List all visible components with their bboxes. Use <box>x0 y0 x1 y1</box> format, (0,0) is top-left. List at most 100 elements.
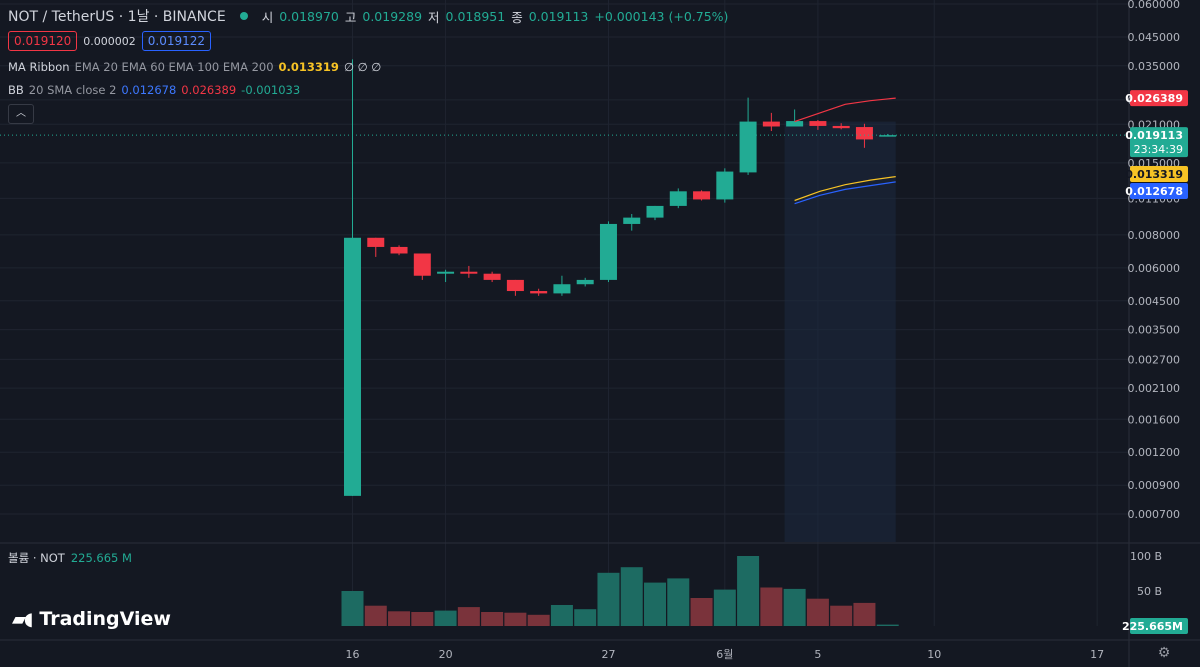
volume-bar <box>783 588 806 626</box>
price-tick-label: 0.002100 <box>1128 382 1181 395</box>
price-tick-label: 0.004500 <box>1128 295 1181 308</box>
volume-marker-bg <box>1130 618 1188 634</box>
bb-basis-line <box>794 181 896 205</box>
volume-bar <box>527 614 550 626</box>
ma-ribbon-params: EMA 20 EMA 60 EMA 100 EMA 200 <box>74 60 274 74</box>
volume-bar <box>457 607 480 626</box>
ema-marker-bg <box>1130 166 1188 182</box>
ma-ribbon-name: MA Ribbon <box>8 60 70 74</box>
volume-bar <box>481 612 504 626</box>
volume-bar <box>597 572 620 626</box>
volume-bar <box>504 612 527 626</box>
bb-basis-marker-bg <box>1130 183 1188 199</box>
bb-lower-value: -0.001033 <box>241 83 301 97</box>
candle-body <box>809 121 827 126</box>
price-tick-label: 0.060000 <box>1128 0 1181 11</box>
candle-body <box>483 273 501 280</box>
sell-button[interactable]: 0.019120 <box>8 31 78 51</box>
candle-body <box>786 121 804 127</box>
settings-gear-icon[interactable]: ⚙ <box>1157 645 1171 661</box>
price-tick-label: 0.000700 <box>1128 508 1181 521</box>
candle-body <box>623 217 641 224</box>
time-tick-label: 27 <box>601 648 615 661</box>
ema-line <box>794 176 896 202</box>
bb-name: BB <box>8 83 24 97</box>
candle-body <box>599 223 617 280</box>
market-status-icon <box>239 12 248 20</box>
bb-upper-marker: 0.026389 <box>1125 92 1183 105</box>
bid-ask-row: 0.019120 0.000002 0.019122 <box>8 31 212 51</box>
brand-name: TradingView <box>39 608 171 630</box>
ma-ribbon-empty-values: ∅ ∅ ∅ <box>343 60 382 74</box>
volume-bar <box>574 609 597 626</box>
ma-ribbon-legend[interactable]: MA Ribbon EMA 20 EMA 60 EMA 100 EMA 200 … <box>8 60 381 74</box>
change-value: +0.000143 (+0.75%) <box>594 8 729 24</box>
open-value: 0.018970 <box>279 8 339 24</box>
last-price-marker: 0.019113 <box>1125 129 1183 142</box>
volume-bar <box>364 605 387 626</box>
bb-forecast-band <box>784 121 896 543</box>
volume-legend[interactable]: 볼륨 · NOT 225.665 M <box>8 550 132 566</box>
high-label: 고 <box>344 9 357 25</box>
bb-basis-value: 0.012678 <box>121 83 177 97</box>
candle-body <box>530 291 548 294</box>
open-label: 시 <box>261 9 274 25</box>
bb-upper-marker-bg <box>1130 90 1188 107</box>
candle-body <box>879 135 897 137</box>
candle-body <box>739 121 757 173</box>
tradingview-logo[interactable]: ▰◖ TradingView <box>12 608 171 630</box>
price-tick-label: 0.001600 <box>1128 413 1181 426</box>
time-tick-label: 10 <box>927 648 941 661</box>
volume-value: 225.665 M <box>70 551 132 565</box>
price-tick-label: 0.035000 <box>1128 60 1181 73</box>
bb-legend[interactable]: BB 20 SMA close 2 0.012678 0.026389 -0.0… <box>8 83 300 97</box>
price-tick-label: 0.001200 <box>1128 446 1181 459</box>
chevron-up-icon: ︿ <box>16 108 26 119</box>
countdown-marker: 23:34:39 <box>1134 143 1183 156</box>
volume-marker: 225.665M <box>1122 620 1183 633</box>
bb-params: 20 SMA close 2 <box>28 83 117 97</box>
volume-bar <box>411 612 434 626</box>
collapse-legend-button[interactable]: ︿ <box>8 104 34 124</box>
candle-body <box>344 237 361 496</box>
symbol-header: NOT / TetherUS · 1날 · BINANCE 시 0.018970 … <box>8 6 728 26</box>
volume-bar <box>434 610 457 626</box>
symbol-title[interactable]: NOT / TetherUS · 1날 · BINANCE <box>8 9 226 25</box>
time-tick-label: 16 <box>346 648 360 661</box>
price-tick-label: 0.045000 <box>1128 31 1181 44</box>
price-tick-label: 0.008000 <box>1128 229 1181 242</box>
price-tick-label: 0.002700 <box>1128 353 1181 366</box>
volume-bar <box>388 611 411 626</box>
close-label: 종 <box>511 9 523 25</box>
candle-body <box>832 125 850 129</box>
volume-bar <box>620 567 643 626</box>
volume-bar <box>713 589 736 626</box>
tradingview-icon: ▰◖ <box>12 608 33 630</box>
candle-body <box>437 271 455 274</box>
volume-bar <box>876 624 899 626</box>
candle-body <box>693 191 711 200</box>
candle-body <box>553 284 571 294</box>
candle-body <box>855 127 873 140</box>
candle-body <box>460 271 478 274</box>
candle-body <box>646 205 664 218</box>
bb-basis-marker: 0.012678 <box>1125 185 1183 198</box>
low-value: 0.018951 <box>445 8 506 24</box>
candle-body <box>390 246 408 254</box>
low-label: 저 <box>428 9 440 25</box>
volume-bar <box>550 605 573 626</box>
candle-body <box>762 121 780 127</box>
volume-bar <box>341 591 364 626</box>
bb-upper-value: 0.026389 <box>181 83 237 97</box>
buy-button[interactable]: 0.019122 <box>141 31 212 51</box>
bb-upper-line <box>794 97 896 123</box>
price-tick-label: 0.003500 <box>1128 324 1181 337</box>
volume-bar <box>830 605 853 626</box>
volume-bar <box>737 556 760 626</box>
close-value: 0.019113 <box>528 8 589 24</box>
candle-body <box>576 279 594 285</box>
high-value: 0.019289 <box>362 8 423 24</box>
volume-tick-label: 50 B <box>1137 585 1162 598</box>
